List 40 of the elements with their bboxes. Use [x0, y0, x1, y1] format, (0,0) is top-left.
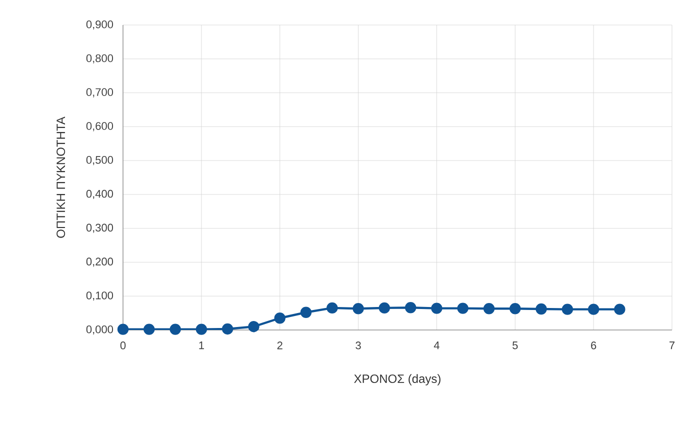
point — [144, 324, 155, 335]
y-tick-label: 0,000 — [86, 325, 114, 335]
point — [300, 306, 312, 318]
point — [431, 302, 442, 314]
x-tick-label: 4 — [434, 342, 440, 350]
y-tick-label: 0,700 — [86, 88, 114, 98]
x-axis-title: ΧΡΟΝΟΣ (days) — [354, 374, 440, 386]
x-tick-label: 5 — [512, 342, 518, 350]
point — [170, 324, 181, 335]
y-tick-label: 0,400 — [86, 190, 114, 199]
point — [562, 304, 574, 315]
point — [352, 303, 364, 314]
y-tick-label: 0,200 — [86, 258, 114, 267]
x-tick-label: 3 — [356, 342, 361, 350]
point — [510, 303, 521, 314]
x-tick-label: 1 — [199, 342, 204, 350]
y-tick-label: 0,300 — [86, 224, 114, 233]
point — [404, 302, 416, 314]
point — [588, 304, 600, 315]
y-tick-label: 0,800 — [86, 54, 114, 64]
y-tick-label: 0,900 — [86, 20, 114, 30]
point — [614, 304, 626, 315]
point — [378, 302, 390, 314]
point — [117, 324, 129, 335]
point — [457, 302, 468, 314]
y-tick-label: 0,100 — [86, 292, 114, 301]
point — [196, 324, 208, 335]
x-tick-label: 6 — [591, 342, 596, 350]
x-tick-label: 0 — [120, 342, 126, 350]
point — [248, 321, 260, 332]
x-tick-label: 2 — [277, 342, 282, 350]
point — [536, 303, 547, 315]
y-tick-label: 0,600 — [86, 122, 114, 132]
x-tick-label: 7 — [669, 342, 674, 350]
point — [274, 312, 286, 324]
point — [222, 323, 234, 335]
point — [326, 302, 338, 314]
point — [483, 303, 495, 314]
y-tick-label: 0,500 — [86, 156, 114, 166]
y-axis-title: ΟΠΤΙΚΗ ΠΥΚΝΟΤΗΤΑ — [56, 116, 66, 238]
